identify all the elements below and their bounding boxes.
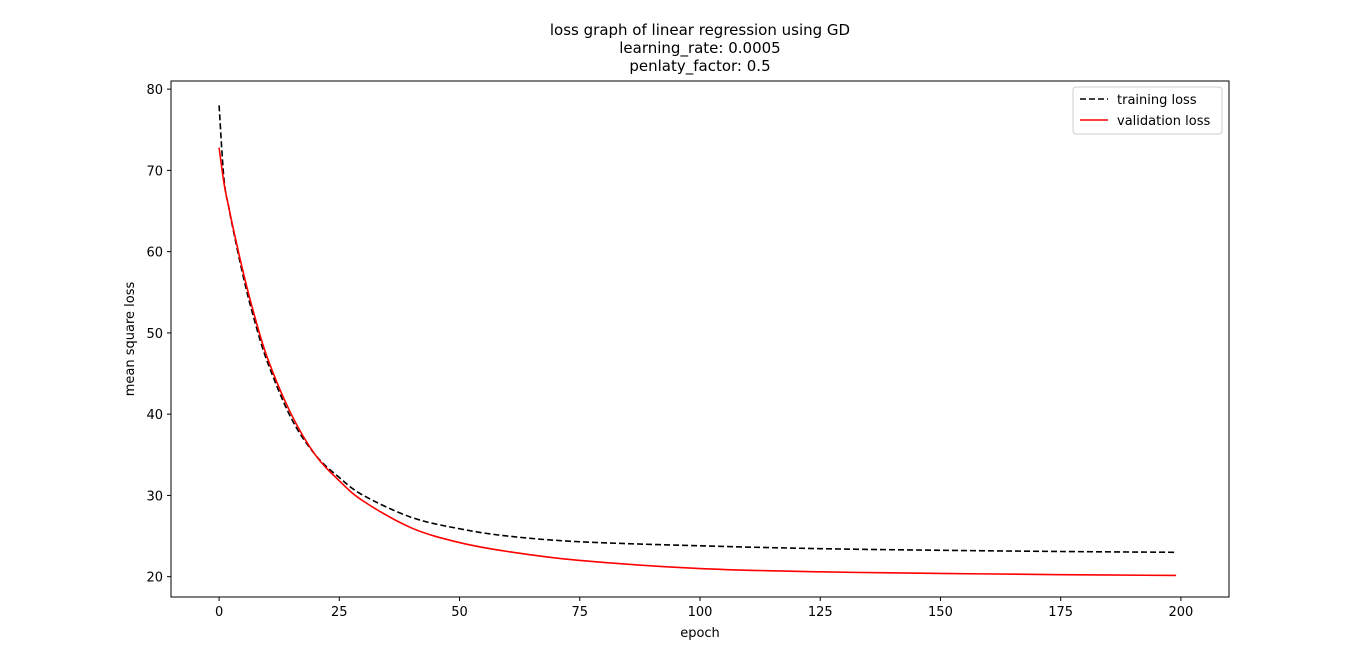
y-tick-label: 20 [146, 571, 163, 586]
title-line-3: penlaty_factor: 0.5 [629, 57, 770, 76]
x-tick-label: 200 [1168, 605, 1193, 620]
x-axis-label: epoch [680, 626, 720, 641]
y-tick-label: 30 [146, 489, 163, 504]
axis-ticks: 0 25 50 75 100 125 150 175 200 20 30 40 50 60 70 80 [146, 83, 1193, 620]
y-tick-label: 80 [146, 83, 163, 98]
x-tick-label: 125 [808, 605, 833, 620]
x-tick-label: 50 [451, 605, 468, 620]
title-line-2: learning_rate: 0.0005 [619, 39, 780, 58]
legend-label-validation: validation loss [1117, 114, 1210, 129]
y-tick-label: 50 [146, 327, 163, 342]
x-tick-label: 175 [1048, 605, 1073, 620]
legend: training loss validation loss [1072, 86, 1223, 135]
y-tick-label: 40 [146, 408, 163, 423]
y-tick-label: 70 [146, 164, 163, 179]
plot-series [218, 105, 1177, 577]
plot-area-frame [170, 80, 1230, 598]
x-tick-label: 75 [571, 605, 588, 620]
title-line-1: loss graph of linear regression using GD [550, 21, 850, 39]
x-tick-label: 100 [688, 605, 713, 620]
x-tick-label: 25 [331, 605, 348, 620]
validation-loss-line [218, 147, 1177, 577]
y-tick-label: 60 [146, 246, 163, 261]
chart-title: loss graph of linear regression using GD… [550, 21, 850, 76]
x-tick-label: 150 [928, 605, 953, 620]
x-tick-label: 0 [215, 605, 223, 620]
legend-box [1072, 86, 1223, 135]
legend-label-training: training loss [1117, 93, 1197, 108]
training-loss-line [218, 105, 1177, 554]
y-axis-label: mean square loss [123, 282, 138, 397]
